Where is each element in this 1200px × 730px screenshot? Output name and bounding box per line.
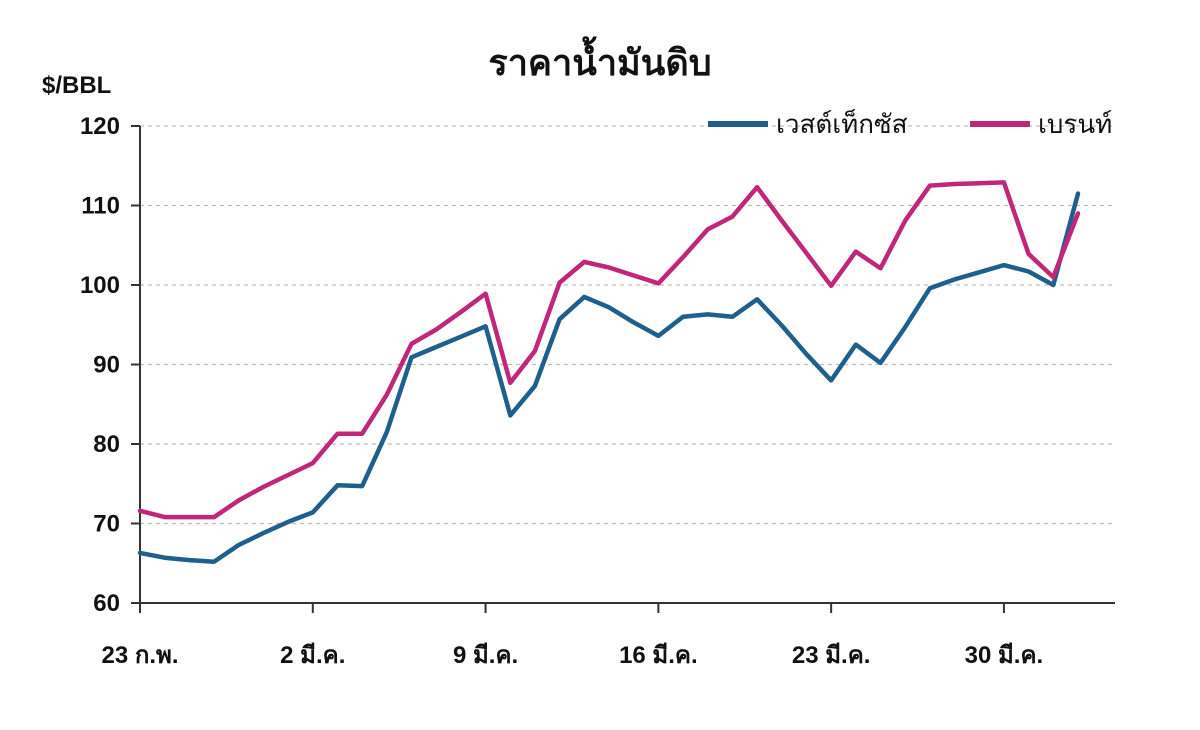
legend: เวสต์เท็กซัส เบรนท์	[708, 108, 1112, 140]
y-tick-label: 110	[81, 193, 120, 220]
axes: 60 70 80 90 100 110 120 23 ก.พ. 2 มี.ค. 9 มี.ค. 16…	[80, 113, 1115, 669]
series-lines	[137, 180, 1081, 564]
legend-label: เวสต์เท็กซัส	[776, 108, 908, 140]
legend-label: เบรนท์	[1038, 110, 1112, 140]
y-tick-label: 80	[93, 431, 120, 458]
series-line-brent	[137, 180, 1081, 520]
x-tick-label: 30 มี.ค.	[965, 642, 1044, 669]
y-axis-unit-label: $/BBL	[42, 72, 112, 99]
y-tick-label: 90	[93, 352, 120, 379]
y-tick-label: 100	[80, 272, 120, 299]
x-tick-label: 16 มี.ค.	[619, 642, 698, 669]
chart-title: ราคาน้ำมันดิบ	[488, 43, 712, 84]
x-tick-label: 23 มี.ค.	[792, 642, 871, 669]
y-tick-label: 120	[80, 113, 120, 140]
y-tick-label: 70	[93, 511, 120, 538]
series-line-wti	[137, 191, 1081, 564]
gridlines	[140, 125, 1115, 525]
x-tick-label: 23 ก.พ.	[101, 642, 178, 669]
y-tick-label: 60	[93, 590, 120, 617]
x-tick-label: 9 มี.ค.	[453, 642, 518, 669]
x-tick-label: 2 มี.ค.	[280, 642, 345, 669]
